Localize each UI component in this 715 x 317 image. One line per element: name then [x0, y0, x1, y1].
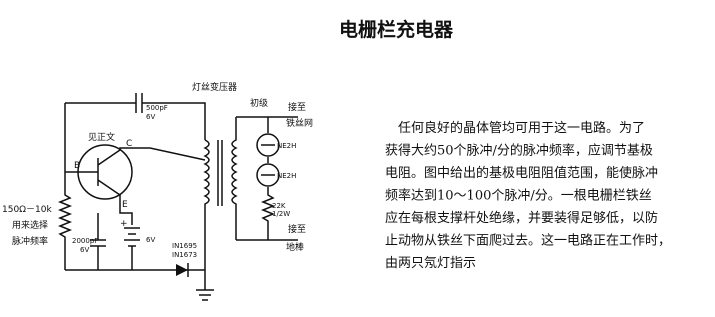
schematic	[57, 93, 298, 301]
label: 500pF	[146, 104, 168, 112]
label: IN1695	[172, 242, 197, 250]
label: NE2H	[277, 172, 296, 180]
label: 6V	[146, 236, 155, 244]
paragraph-line: 止动物从铁丝下面爬过去。这一电路正在工作时，	[385, 233, 671, 249]
paragraph-line: 由两只氖灯指示	[385, 256, 476, 271]
label: +	[120, 219, 128, 229]
label: 接至	[288, 223, 306, 235]
paragraph-line: 应在每根支撑杆处绝缘，并要装得足够低，以防	[385, 210, 658, 226]
label: 脉冲频率	[12, 235, 48, 247]
label: B	[74, 161, 80, 171]
label: 用来选择	[12, 219, 48, 231]
label: 6V	[146, 113, 155, 121]
label: 22K	[272, 202, 286, 210]
label: 150Ω－10k	[2, 205, 53, 215]
label: 初级	[250, 97, 268, 109]
label: 6V	[80, 246, 89, 254]
paragraph-line: 任何良好的晶体管均可用于这一电路。为了	[398, 120, 645, 136]
title: 电栅栏充电器	[339, 18, 454, 41]
label: 地棒	[286, 241, 304, 253]
paragraph-line: 获得大约50个脉冲/分的脉冲频率，应调节基极	[385, 143, 653, 159]
label: 铁丝网	[286, 117, 313, 129]
label: 灯丝变压器	[192, 81, 237, 93]
body-text: 任何良好的晶体管均可用于这一电路。为了获得大约50个脉冲/分的脉冲频率，应调节基…	[385, 120, 671, 271]
label: NE2H	[277, 142, 296, 150]
label: 1/2W	[272, 210, 290, 218]
label: 接至	[288, 101, 306, 113]
paragraph-line: 电阻。图中给出的基极电阻阻值范围，能使脉冲	[385, 165, 658, 181]
paragraph-line: 频率达到10～100个脉冲/分。一根电栅栏铁丝	[385, 188, 652, 204]
label: 2000pF	[72, 237, 98, 245]
label: E	[122, 200, 128, 210]
label: C	[126, 139, 132, 149]
label: 见正文	[88, 131, 115, 143]
label: IN1673	[172, 251, 197, 259]
